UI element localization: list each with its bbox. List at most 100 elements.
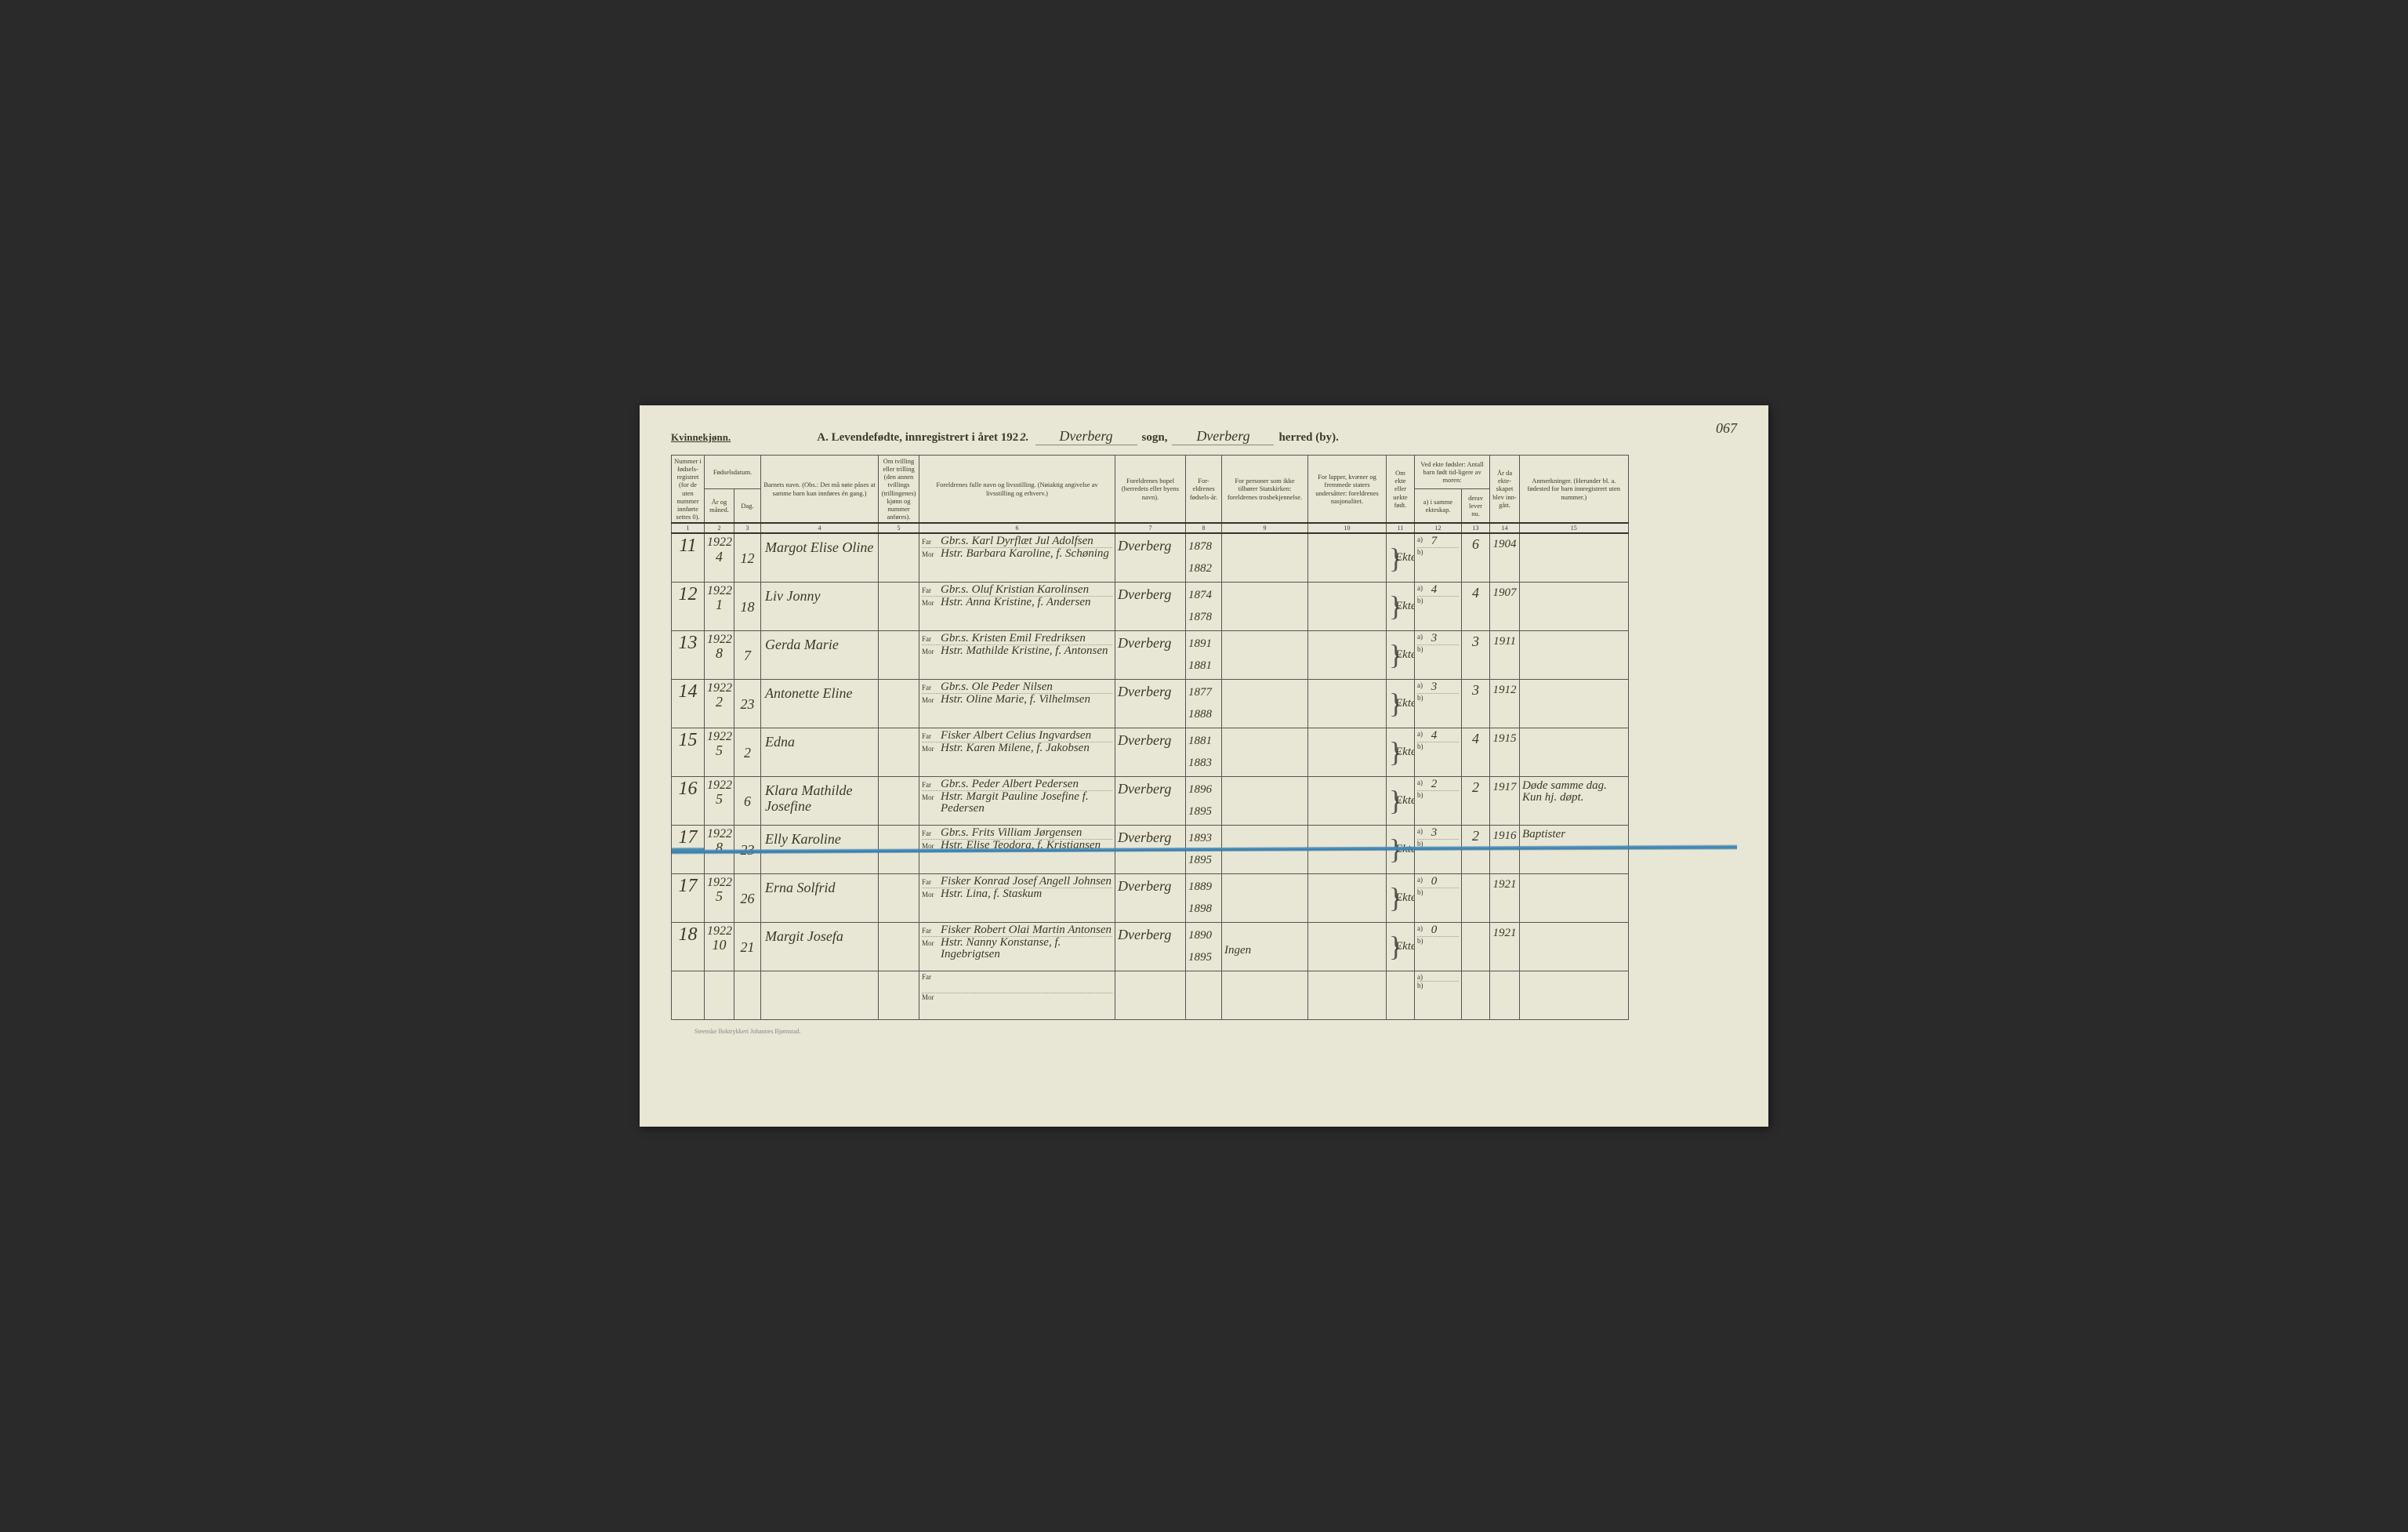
parents-cell: FarGbr.s. Frits Villiam Jørgensen MorHst… [919,825,1115,873]
remarks [1520,873,1628,922]
prior-children: a) b) [1415,971,1462,1019]
gender-label: Kvinnekjønn. [671,431,731,444]
father-name: Gbr.s. Oluf Kristian Karolinsen [941,584,1089,596]
child-name: Gerda Marie [761,630,879,679]
parents-cell: FarFisker Konrad Josef Angell Johnsen Mo… [919,873,1115,922]
parents-cell: FarGbr.s. Oluf Kristian Karolinsen MorHs… [919,582,1115,630]
birth-year-month: 19221 [705,582,734,630]
mother-birth-year: 1881 [1188,660,1219,672]
nationality [1308,873,1387,922]
c12a-value: 2 [1428,779,1437,790]
religion: Ingen [1222,922,1308,971]
religion [1222,679,1308,728]
legitimacy: }Ekte [1387,679,1415,728]
table-row: 17 19225 26 Erna Solfrid FarFisker Konra… [672,873,1737,922]
birth-register-table: Nummer i fødsels-registret (for de uten … [671,455,1737,1020]
legitimacy: }Ekte [1387,873,1415,922]
father-birth-year: 1877 [1188,687,1219,699]
birth-day: 21 [734,922,761,971]
entry-number: 17 [672,873,705,922]
mother-birth-year: 1878 [1188,612,1219,623]
birth-day: 18 [734,582,761,630]
prior-children: a) 3 b) [1415,630,1462,679]
prior-children: a) 7 b) [1415,533,1462,582]
parent-birth-years: 18811883 [1186,728,1222,776]
entry-number: 17 [672,825,705,873]
col-header-2b: Dag. [734,488,761,523]
colnum: 11 [1387,523,1415,533]
mother-birth-year: 1882 [1188,563,1219,575]
prior-children: a) 0 b) [1415,922,1462,971]
father-name: Gbr.s. Frits Villiam Jørgensen [941,827,1082,839]
entry-number: 16 [672,776,705,825]
marriage-year: 1912 [1490,679,1520,728]
far-label: Far [922,684,941,692]
table-row-empty: Far Mor a) b) [672,971,1737,1019]
residence: Dverberg [1115,533,1186,582]
birth-day [734,971,761,1019]
father-name: Gbr.s. Ole Peder Nilsen [941,681,1053,693]
legitimacy: }Ekte [1387,922,1415,971]
entry-number [672,971,705,1019]
remarks: Døde samme dag. Kun hj. døpt. [1520,776,1628,825]
mother-name: Hstr. Nanny Konstanse, f. Ingebrigtsen [941,937,1112,960]
column-number-row: 1 2 3 4 5 6 7 8 9 10 11 12 13 14 15 [672,523,1737,533]
colnum: 15 [1520,523,1628,533]
legitimacy: }Ekte [1387,582,1415,630]
mor-label: Mor [922,939,941,947]
col-header-12a: a) i samme ekteskap. [1415,488,1462,523]
far-label: Far [922,635,941,643]
colnum: 13 [1462,523,1490,533]
children-living: 6 [1462,533,1490,582]
c12b-value [1428,937,1431,949]
marriage-year: 1921 [1490,873,1520,922]
child-name [761,971,879,1019]
remarks [1520,971,1628,1019]
remarks [1520,679,1628,728]
nationality [1308,679,1387,728]
mother-birth-year: 1898 [1188,903,1219,915]
religion [1222,873,1308,922]
sogn-label: sogn, [1142,431,1168,445]
col-header-8: For-eldrenes fødsels-år. [1186,455,1222,523]
father-name: Fisker Albert Celius Ingvardsen [941,730,1091,742]
table-row: 17 19228 23 Elly Karoline FarGbr.s. Frit… [672,825,1737,873]
c12a-value: 4 [1428,584,1437,596]
religion [1222,825,1308,873]
children-living [1462,971,1490,1019]
residence: Dverberg [1115,679,1186,728]
marriage-year: 1911 [1490,630,1520,679]
birth-year-month [705,971,734,1019]
birth-day: 6 [734,776,761,825]
far-label: Far [922,878,941,886]
colnum: 5 [879,523,919,533]
far-label: Far [922,538,941,546]
religion [1222,582,1308,630]
col-header-13: derav lever nu. [1462,488,1490,523]
col-header-15: Anmerkninger. (Herunder bl. a. fødested … [1520,455,1628,523]
mor-label: Mor [922,842,941,850]
col-header-6: Foreldrenes fulle navn og livsstilling. … [919,455,1115,523]
marriage-year: 1917 [1490,776,1520,825]
c12b-value [1428,888,1431,900]
nationality [1308,630,1387,679]
residence: Dverberg [1115,873,1186,922]
father-birth-year: 1896 [1188,784,1219,796]
twin-info [879,533,919,582]
nationality [1308,728,1387,776]
birth-day: 12 [734,533,761,582]
father-birth-year: 1893 [1188,833,1219,844]
prior-children: a) 4 b) [1415,582,1462,630]
mother-name: Hstr. Margit Pauline Josefine f. Pederse… [941,791,1112,815]
c12b-value [1428,742,1431,754]
father-birth-year: 1891 [1188,638,1219,650]
prior-children: a) 4 b) [1415,728,1462,776]
colnum: 9 [1222,523,1308,533]
child-name: Margot Elise Oline [761,533,879,582]
c12a-value: 3 [1428,681,1437,693]
col-header-10: For lapper, kvæner og fremmede staters u… [1308,455,1387,523]
prior-children: a) 0 b) [1415,873,1462,922]
father-birth-year: 1881 [1188,735,1219,747]
marriage-year [1490,971,1520,1019]
c12a-value: 0 [1428,876,1437,888]
